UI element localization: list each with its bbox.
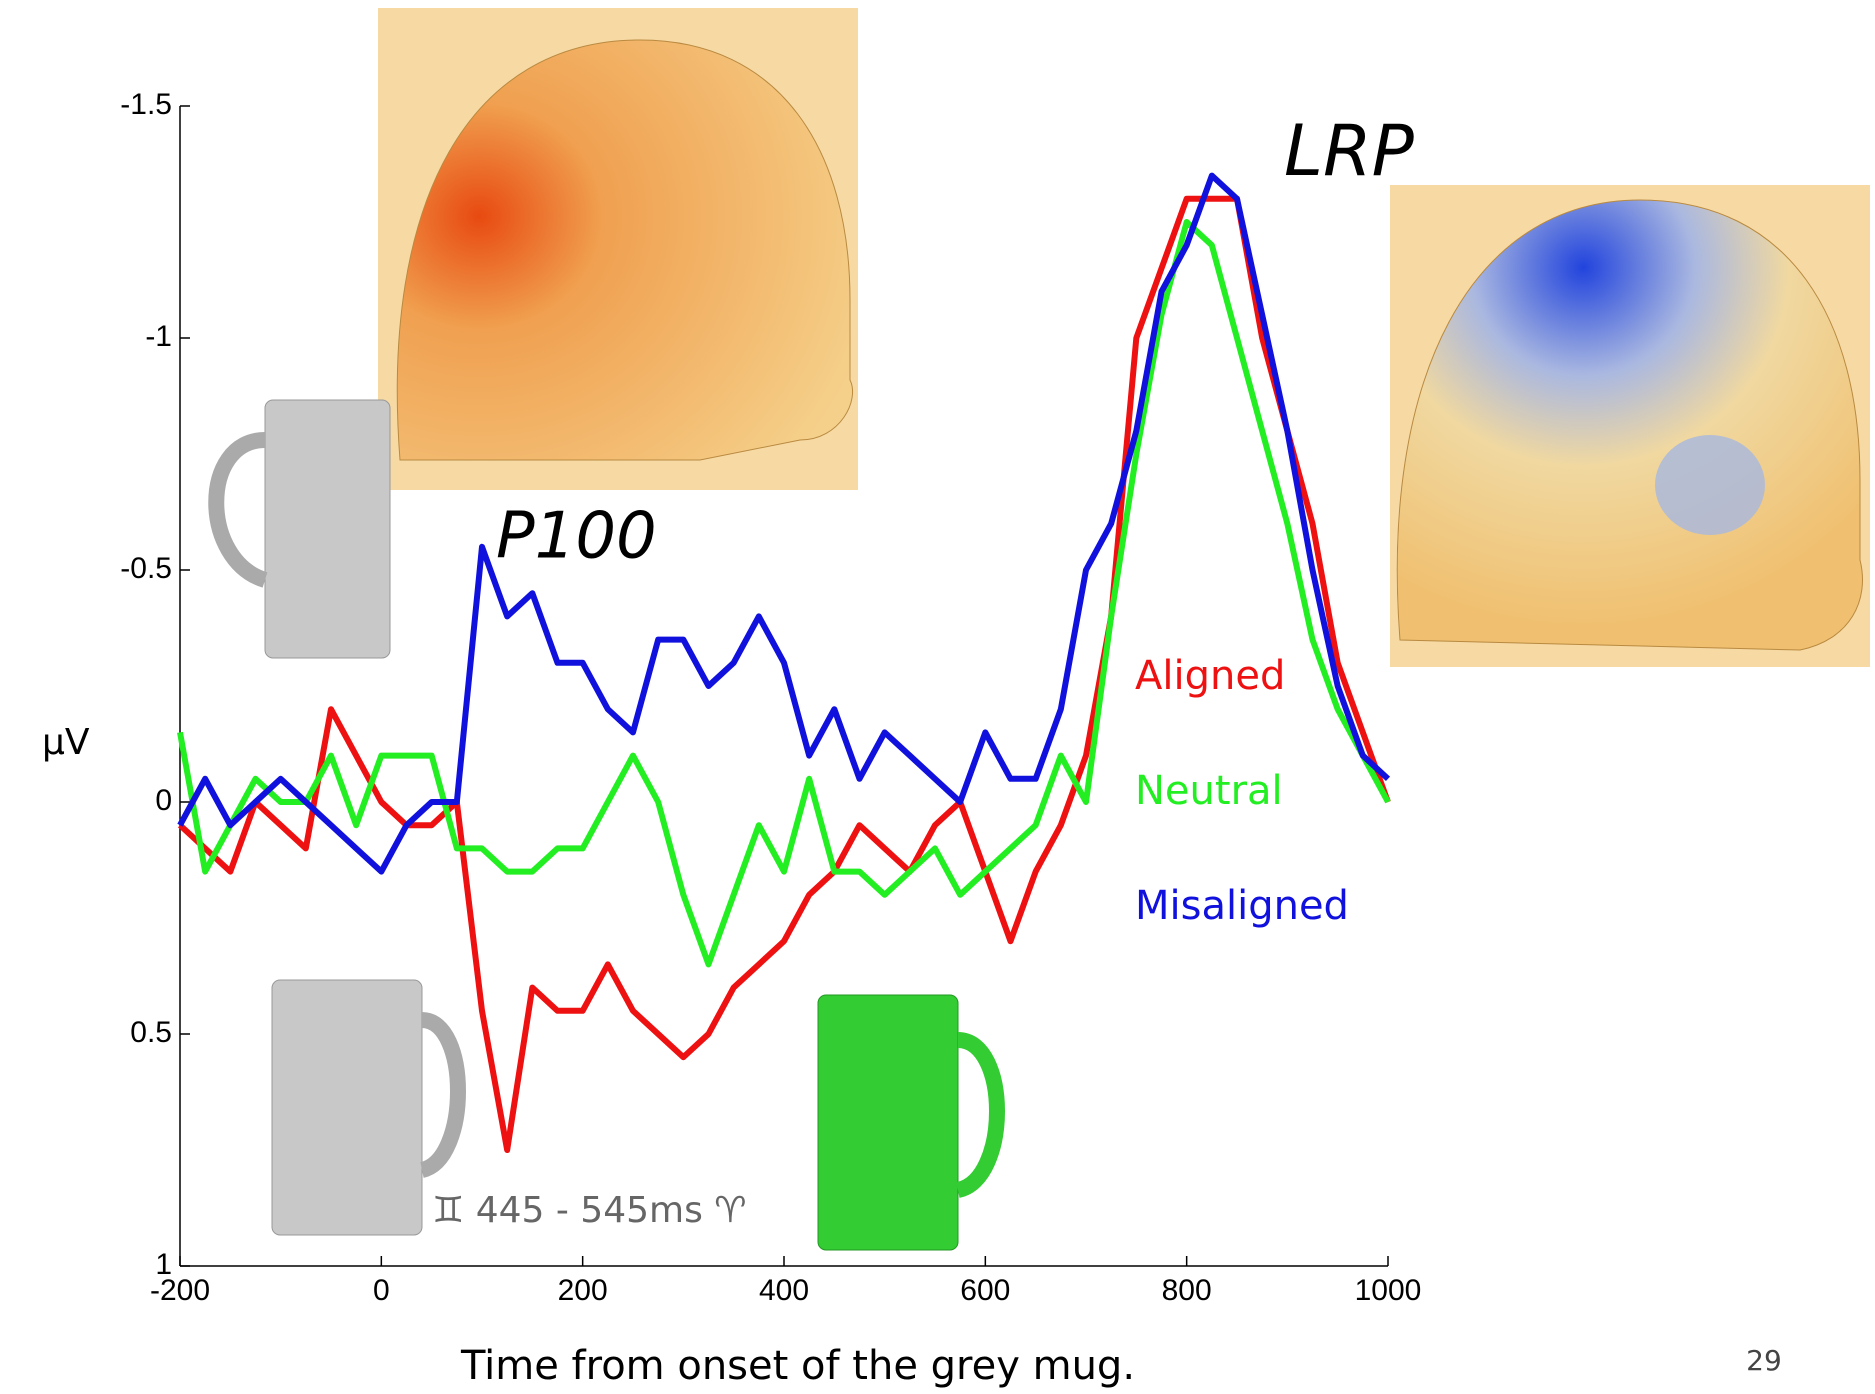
- x-tick-label: 200: [558, 1274, 608, 1307]
- y-tick-label: -1.5: [120, 88, 172, 121]
- y-tick-label: 0.5: [130, 1016, 172, 1049]
- legend-label: Aligned: [1135, 653, 1285, 699]
- x-tick-label: 400: [759, 1274, 809, 1307]
- legend-label: Neutral: [1135, 768, 1283, 814]
- scalp-map-blue: [1390, 185, 1870, 667]
- x-tick-label: 1000: [1355, 1274, 1422, 1307]
- x-tick-label: 0: [373, 1274, 390, 1307]
- annotation-lrp: LRP: [1284, 110, 1415, 192]
- x-tick-label: -200: [150, 1274, 210, 1307]
- y-tick-label: 0: [155, 784, 172, 817]
- mug-grey-bottom: [272, 980, 458, 1235]
- y-axis-label: µV: [42, 722, 90, 763]
- x-axis-label: Time from onset of the grey mug.: [460, 1343, 1135, 1389]
- mug-grey-top: [216, 400, 390, 658]
- chart: -1.5-1-0.500.51-20002004006008001000Alig…: [0, 0, 1875, 1394]
- y-tick-label: -1: [145, 320, 172, 353]
- annotation-window: ♊ 445 - 545ms ♈: [432, 1190, 747, 1231]
- legend-label: Misaligned: [1135, 883, 1349, 929]
- scalp-map-orange: [378, 8, 858, 490]
- x-tick-label: 600: [960, 1274, 1010, 1307]
- mug-green: [818, 995, 997, 1250]
- x-tick-label: 800: [1162, 1274, 1212, 1307]
- page-number: 29: [1746, 1344, 1782, 1377]
- annotation-p100: P100: [496, 500, 657, 574]
- y-tick-label: -0.5: [120, 552, 172, 585]
